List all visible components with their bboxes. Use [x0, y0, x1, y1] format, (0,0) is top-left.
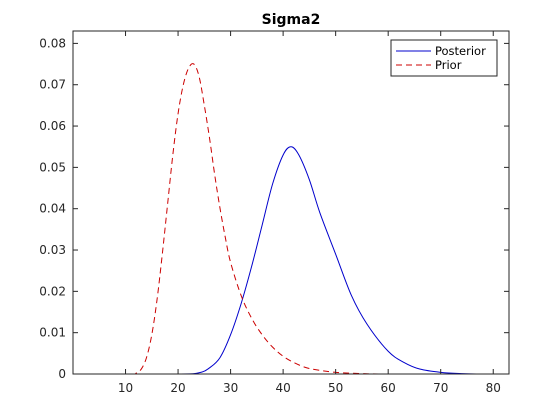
legend-label-prior: Prior [435, 58, 462, 72]
y-tick-label: 0.03 [39, 243, 66, 257]
ticks-layer: 10 20 30 40 50 60 70 80 0 0.01 0.02 0.03 0.04 0.05 0.0… [39, 31, 509, 395]
x-tick-label: 80 [486, 381, 501, 395]
series-line-prior [72, 63, 510, 375]
axes-box [72, 30, 510, 375]
y-tick-label: 0 [58, 367, 66, 381]
y-tick-label: 0.02 [39, 284, 66, 298]
series-layer [72, 63, 510, 375]
y-tick-label: 0.01 [39, 326, 66, 340]
legend-box [390, 39, 498, 77]
x-tick-label: 60 [381, 381, 396, 395]
chart-title: Sigma2 [262, 12, 321, 28]
y-tick-label: 0.07 [39, 78, 66, 92]
legend-label-posterior: Posterior [435, 44, 486, 58]
y-tick-label: 0.05 [39, 160, 66, 174]
y-tick-label: 0.06 [39, 119, 66, 133]
series-line-posterior [72, 146, 510, 375]
x-tick-label: 30 [223, 381, 238, 395]
x-tick-label: 10 [118, 381, 133, 395]
x-tick-label: 70 [433, 381, 448, 395]
x-tick-label: 50 [328, 381, 343, 395]
y-tick-label: 0.08 [39, 36, 66, 50]
x-tick-label: 40 [275, 381, 290, 395]
y-tick-label: 0.04 [39, 202, 66, 216]
x-tick-label: 20 [170, 381, 185, 395]
